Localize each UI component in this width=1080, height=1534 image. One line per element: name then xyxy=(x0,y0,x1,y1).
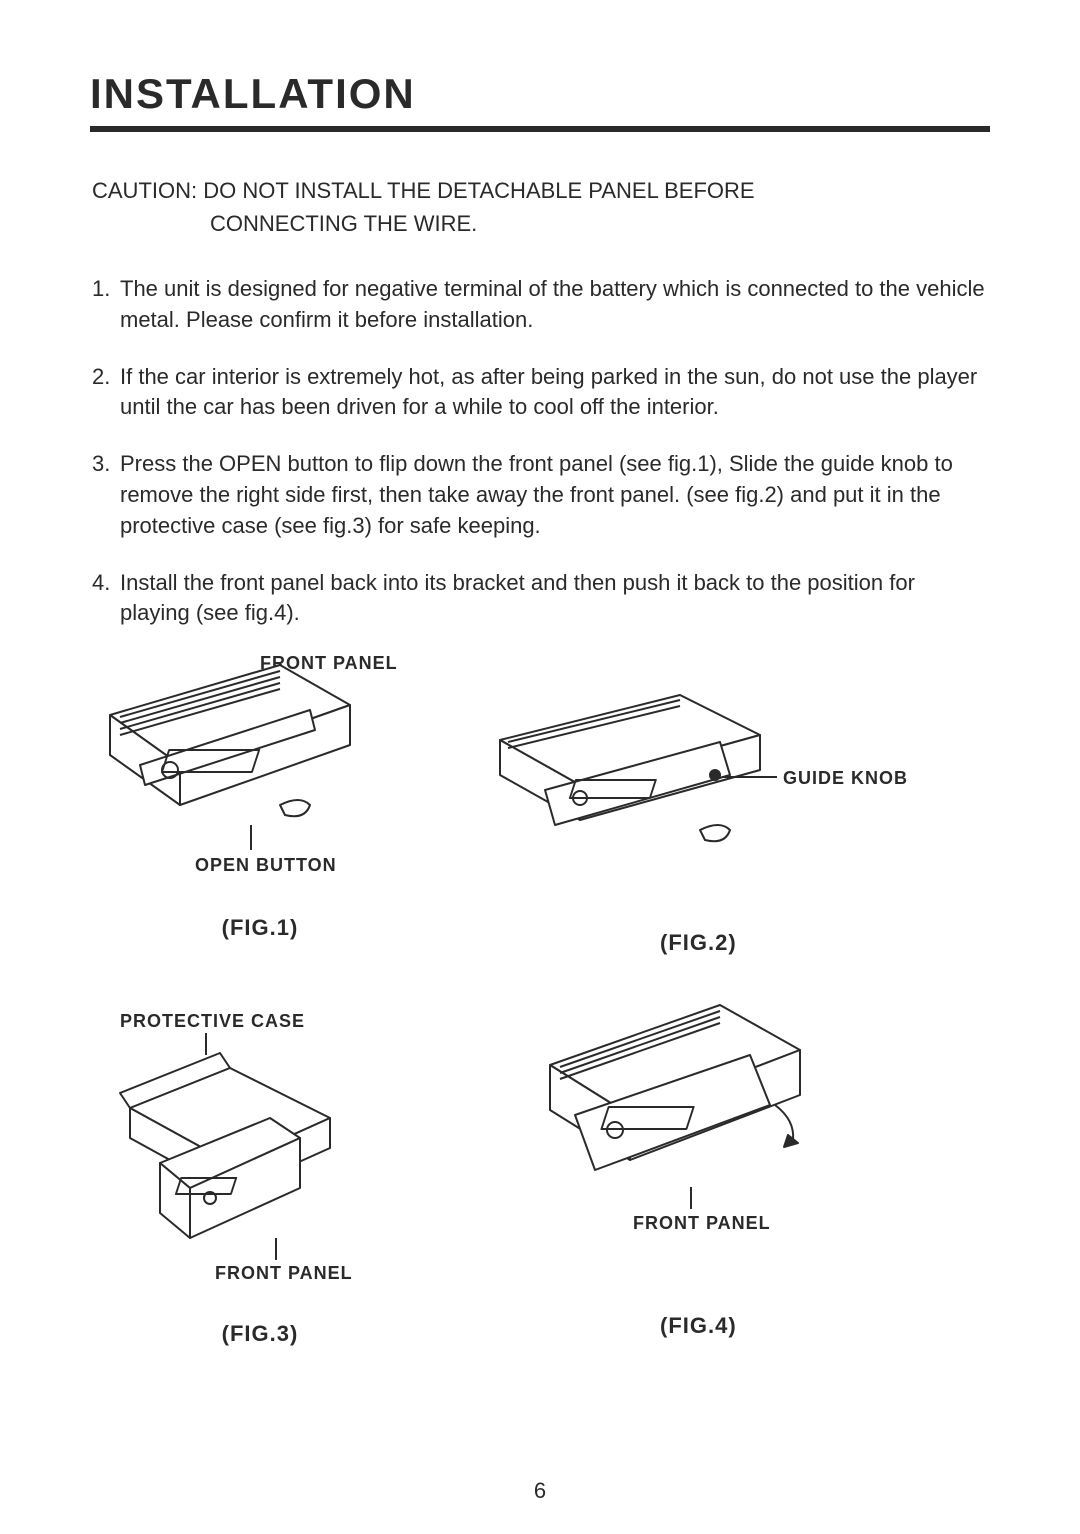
step-num: 4. xyxy=(92,568,120,630)
caution-line2: CONNECTING THE WIRE. xyxy=(92,207,477,240)
protective-case-icon xyxy=(100,1043,360,1263)
front-panel-label-3: FRONT PANEL xyxy=(215,1263,353,1284)
caution-text: CAUTION: DO NOT INSTALL THE DETACHABLE P… xyxy=(90,174,990,240)
caution-line1: CAUTION: DO NOT INSTALL THE DETACHABLE P… xyxy=(92,178,755,203)
fig4-caption: (FIG.4) xyxy=(660,1313,880,1339)
list-item: 4.Install the front panel back into its … xyxy=(92,568,990,630)
device-fig1 xyxy=(100,655,420,855)
device-fig4 xyxy=(520,995,880,1225)
page-title: INSTALLATION xyxy=(90,70,990,118)
step-text: Press the OPEN button to flip down the f… xyxy=(120,449,990,541)
stereo-reinstall-icon xyxy=(520,995,820,1225)
list-item: 3.Press the OPEN button to flip down the… xyxy=(92,449,990,541)
list-item: 1.The unit is designed for negative term… xyxy=(92,274,990,336)
stereo-removed-icon xyxy=(490,690,790,860)
page-number: 6 xyxy=(534,1478,546,1504)
guide-knob-label: GUIDE KNOB xyxy=(783,768,908,789)
figures-area: FRONT PANEL OPEN BUTTON xyxy=(90,655,990,1415)
stereo-icon xyxy=(100,655,360,855)
fig2-caption: (FIG.2) xyxy=(660,930,920,956)
step-list: 1.The unit is designed for negative term… xyxy=(90,274,990,629)
protective-case-label: PROTECTIVE CASE xyxy=(120,1011,305,1032)
device-fig3 xyxy=(100,1043,420,1263)
fig3-caption: (FIG.3) xyxy=(100,1321,420,1347)
step-text: If the car interior is extremely hot, as… xyxy=(120,362,990,424)
step-num: 3. xyxy=(92,449,120,541)
step-num: 2. xyxy=(92,362,120,424)
title-rule xyxy=(90,126,990,132)
fig1-caption: (FIG.1) xyxy=(100,915,420,941)
front-panel-label-4: FRONT PANEL xyxy=(633,1213,771,1234)
list-item: 2.If the car interior is extremely hot, … xyxy=(92,362,990,424)
step-text: Install the front panel back into its br… xyxy=(120,568,990,630)
open-button-label: OPEN BUTTON xyxy=(195,855,337,876)
step-num: 1. xyxy=(92,274,120,336)
step-text: The unit is designed for negative termin… xyxy=(120,274,990,336)
